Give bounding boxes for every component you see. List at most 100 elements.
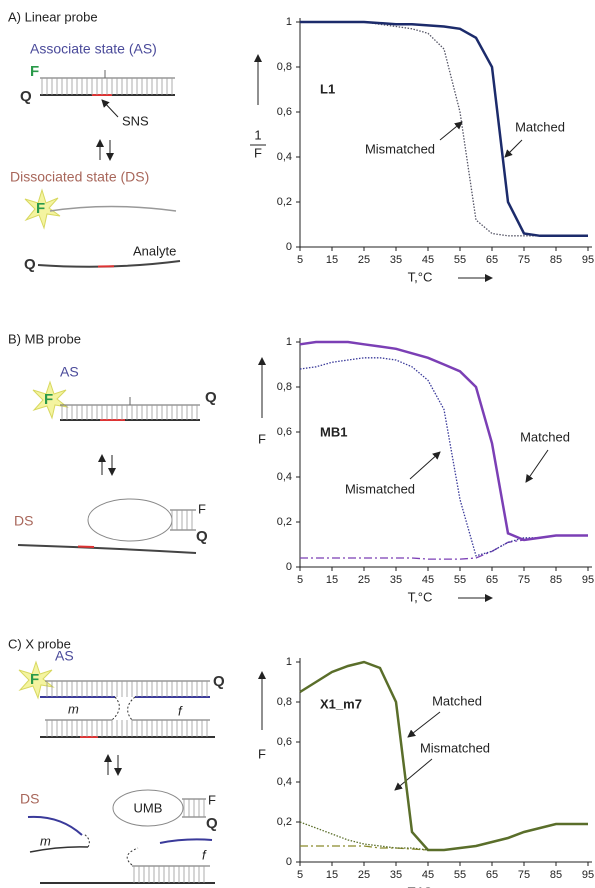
- rungs: [171, 510, 193, 530]
- x-tick-label: 65: [486, 574, 498, 586]
- rungs: [133, 866, 205, 883]
- glow: [24, 188, 61, 230]
- y-tick-label: 0,2: [277, 816, 292, 828]
- x-tick-label: 85: [550, 254, 562, 266]
- y-tick-label: 0,6: [277, 106, 292, 118]
- x-tick-label: 15: [326, 254, 338, 266]
- probe-strand: [29, 846, 89, 853]
- hairpin-loop: [87, 498, 173, 542]
- quencher: Q: [196, 528, 208, 545]
- glow: [32, 380, 69, 420]
- fluorophore: F: [44, 391, 53, 408]
- state-label: Associate state (AS): [30, 41, 157, 57]
- x-tick-label: 75: [518, 254, 530, 266]
- series-line: [300, 534, 588, 560]
- duplex: [40, 719, 215, 738]
- glow: [18, 660, 55, 700]
- analyte-label: Analyte: [133, 243, 176, 258]
- strand-label: f: [178, 703, 183, 718]
- rungs: [46, 681, 208, 697]
- x-tick-label: 55: [454, 869, 466, 881]
- series-line: [299, 660, 588, 852]
- y-tick-label: 0,2: [277, 196, 292, 208]
- x-axis-label: T,°C: [408, 884, 433, 888]
- x-tick-label: 75: [518, 869, 530, 881]
- snp: [77, 545, 95, 548]
- y-tick-label: 0: [286, 241, 292, 253]
- x-tick-label: 5: [297, 574, 303, 586]
- x-tick-label: 85: [550, 574, 562, 586]
- quencher: Q: [20, 88, 32, 105]
- x-tick-label: 85: [550, 869, 562, 881]
- probe-strand: [27, 815, 83, 836]
- x-tick-label: 75: [518, 574, 530, 586]
- equilibrium-arrows: [96, 139, 114, 161]
- quencher: Q: [24, 256, 36, 273]
- analyte-strand: [17, 544, 197, 554]
- hairpin-loop: [112, 789, 184, 827]
- series-line: [300, 20, 588, 238]
- panel-title: B) MB probe: [8, 331, 81, 346]
- x-tick-label: 35: [390, 869, 402, 881]
- quencher: Q: [213, 673, 225, 690]
- fluorophore: F: [36, 200, 45, 217]
- x-tick-label: 95: [582, 574, 594, 586]
- y-tick-label: 0,4: [277, 776, 292, 788]
- x-tick-label: 55: [454, 254, 466, 266]
- equilibrium-arrows: [98, 454, 116, 476]
- y-tick-label: 0,6: [277, 426, 292, 438]
- fluorophore: F: [208, 792, 216, 807]
- y-tick-label: 1: [286, 16, 292, 28]
- linker: [83, 833, 90, 848]
- label-arrow: [504, 139, 523, 158]
- probe-strand: [49, 205, 177, 212]
- y-tick-label: 0,8: [277, 61, 292, 73]
- y-tick-label: 0,8: [277, 696, 292, 708]
- x-tick-label: 65: [486, 869, 498, 881]
- duplex: [40, 70, 175, 96]
- x-tick-label: 45: [422, 254, 434, 266]
- linker: [126, 847, 139, 866]
- series-label: Mismatched: [420, 740, 490, 755]
- x-tick-label: 95: [582, 254, 594, 266]
- series-line: [299, 357, 588, 557]
- x-tick-label: 5: [297, 254, 303, 266]
- rungs: [46, 720, 208, 737]
- panel-title: A) Linear probe: [8, 9, 98, 24]
- state-label: DS: [14, 513, 33, 529]
- y-tick-label: 0: [286, 856, 292, 868]
- y-tick-label: 0,8: [277, 381, 292, 393]
- chart-annotation: L1: [320, 81, 335, 96]
- x-tick-label: 65: [486, 254, 498, 266]
- rungs: [41, 78, 173, 95]
- equilibrium-arrows: [104, 754, 122, 776]
- strand-label: f: [202, 847, 207, 862]
- strand-label: m: [68, 701, 79, 716]
- x-tick-label: 5: [297, 869, 303, 881]
- x-tick-label: 25: [358, 869, 370, 881]
- x-axis-label: T,°C: [408, 589, 433, 604]
- chart-annotation: MB1: [320, 424, 347, 439]
- x-tick-label: 95: [582, 869, 594, 881]
- x-tick-label: 35: [390, 574, 402, 586]
- label-arrow: [525, 449, 549, 483]
- state-label: DS: [20, 791, 39, 807]
- y-axis-label: F: [258, 431, 266, 446]
- linker: [111, 696, 136, 721]
- x-tick-label: 25: [358, 254, 370, 266]
- panel-title: C) X probe: [8, 636, 71, 651]
- y-tick-label: 1: [286, 336, 292, 348]
- chart-annotation: X1_m7: [320, 696, 362, 711]
- duplex: [40, 680, 210, 698]
- quencher: Q: [205, 389, 217, 406]
- x-tick-label: 45: [422, 574, 434, 586]
- label-arrow: [394, 758, 433, 791]
- rungs: [61, 405, 198, 420]
- y-tick-label: 0,6: [277, 736, 292, 748]
- series-label: Matched: [515, 119, 565, 134]
- y-tick-label: 1: [286, 656, 292, 668]
- state-label: Dissociated state (DS): [10, 169, 149, 185]
- label-arrow: [407, 711, 441, 738]
- strand-label: m: [40, 833, 51, 848]
